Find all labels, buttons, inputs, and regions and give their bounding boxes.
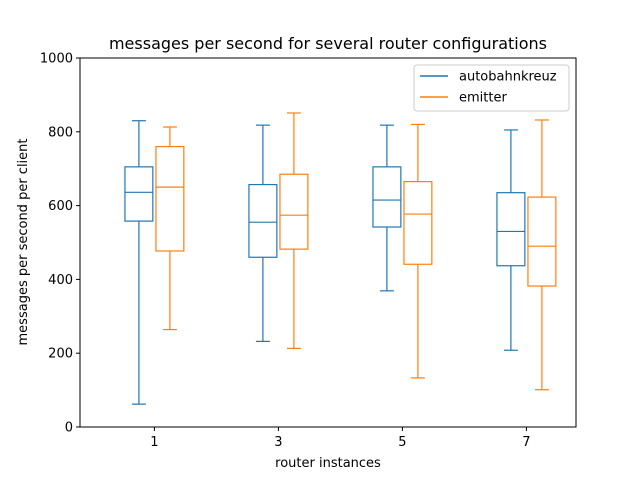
box-emitter-3 <box>279 112 309 350</box>
y-tick-label: 0 <box>65 421 73 436</box>
x-tick-label: 3 <box>274 435 282 450</box>
x-axis: 1 3 5 7 <box>150 427 531 450</box>
box-body <box>372 166 402 228</box>
box-body <box>496 192 526 267</box>
plot-area <box>124 112 557 405</box>
x-tick-label: 5 <box>398 435 406 450</box>
x-tick-label: 7 <box>522 435 530 450</box>
legend-label-autobahnkreuz: autobahnkreuz <box>459 70 557 85</box>
box-body <box>279 173 309 250</box>
y-tick-label: 200 <box>48 347 73 362</box>
box-autobahnkreuz-5 <box>372 124 402 292</box>
y-tick-label: 400 <box>48 273 73 288</box>
box-emitter-7 <box>527 119 557 391</box>
box-body <box>124 166 154 222</box>
legend-label-emitter: emitter <box>459 91 507 106</box>
x-axis-label: router instances <box>275 456 381 471</box>
box-autobahnkreuz-3 <box>248 124 278 342</box>
y-axis: 0 200 400 600 800 1000 <box>40 52 80 436</box>
y-tick-label: 1000 <box>40 52 73 67</box>
box-emitter-1 <box>155 126 185 331</box>
box-autobahnkreuz-7 <box>496 129 526 351</box>
axes-frame <box>79 57 577 428</box>
x-tick-label: 1 <box>150 435 158 450</box>
box-emitter-5 <box>403 123 433 379</box>
chart-title: messages per second for several router c… <box>109 34 547 53</box>
box-body <box>403 181 433 265</box>
box-autobahnkreuz-1 <box>124 120 154 405</box>
y-axis-label: messages per second per client <box>16 139 31 346</box>
box-body <box>248 183 278 258</box>
y-tick-label: 800 <box>48 125 73 140</box>
y-tick-label: 600 <box>48 199 73 214</box>
legend: autobahnkreuz emitter <box>413 64 570 112</box>
box-body <box>155 145 185 252</box>
box-body <box>527 196 557 287</box>
legend-box <box>413 64 570 112</box>
